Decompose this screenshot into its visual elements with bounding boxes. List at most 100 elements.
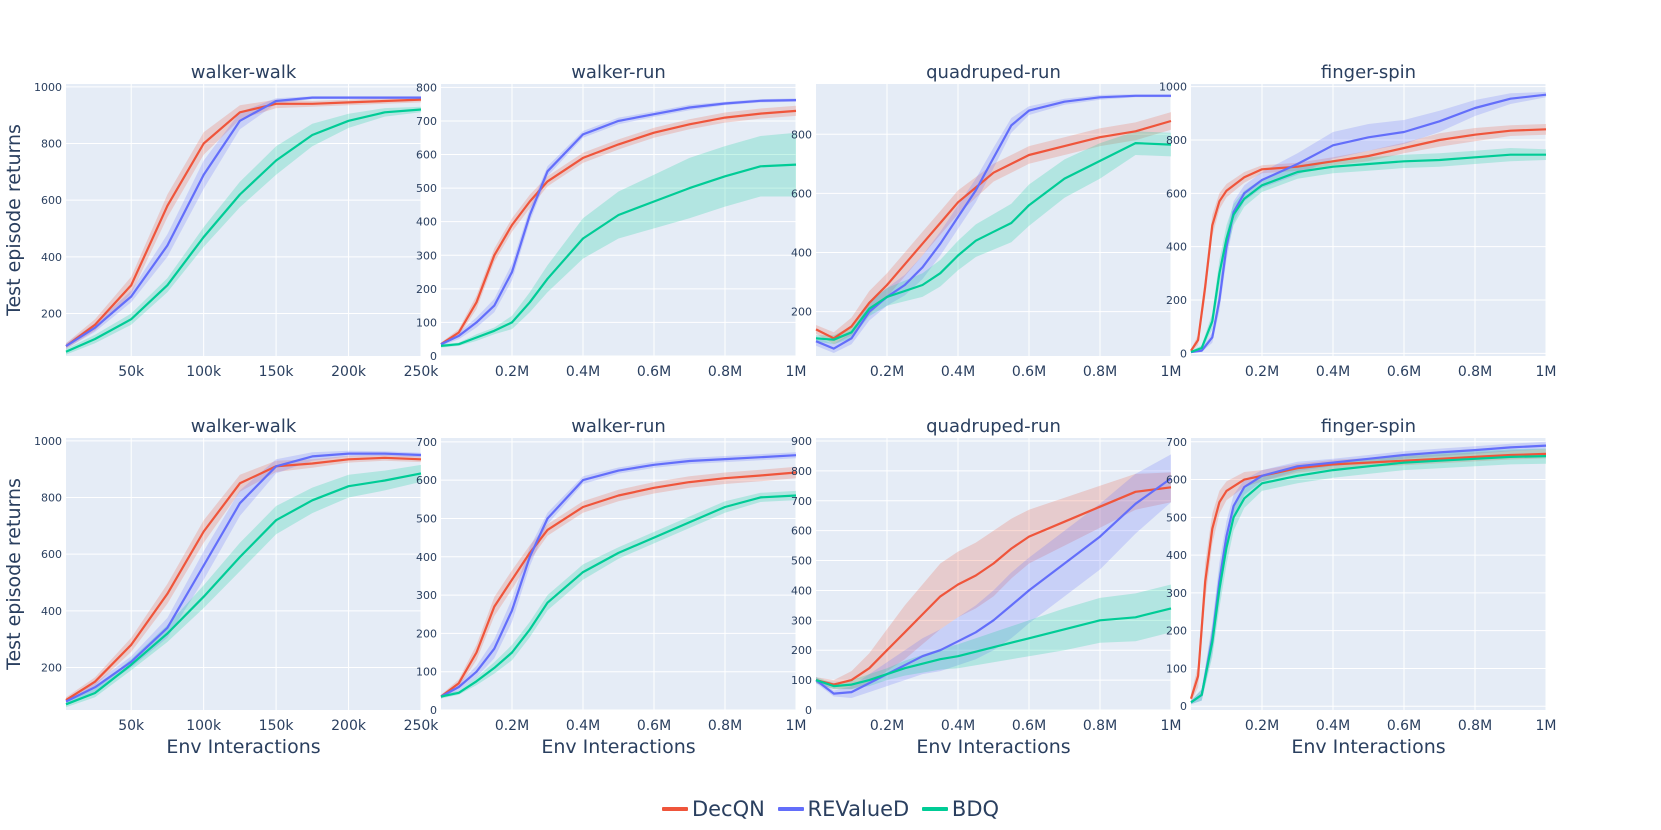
legend-item-decqn[interactable]: DecQN	[661, 797, 765, 821]
band-bdq	[66, 106, 421, 355]
y-tick-label: 800	[416, 81, 437, 94]
series-line-bdq	[440, 163, 797, 347]
x-tick-label: 200k	[331, 364, 367, 380]
x-tick-label: 0.6M	[637, 718, 671, 734]
y-tick-label: 200	[791, 306, 812, 319]
series-line-decqn	[815, 486, 1172, 686]
band-decqn	[816, 472, 1171, 690]
legend-label-bdq: BDQ	[951, 797, 1000, 821]
x-tick-label: 50k	[118, 364, 145, 380]
y-tick-label: 300	[1166, 587, 1187, 600]
y-tick-label: 200	[1166, 294, 1187, 307]
y-axis-title: Test episode returns	[3, 478, 25, 671]
x-axis-title: Env Interactions	[916, 736, 1070, 758]
y-tick-label: 300	[416, 249, 437, 262]
chart-panel-7: 0.2M 0.4M 0.6M 0.8M 1M 0 100 200 300 400 500 600 700…	[791, 416, 1182, 758]
x-tick-label: 1M	[786, 364, 807, 380]
series-line-decqn	[65, 456, 422, 702]
y-tick-label: 300	[416, 589, 437, 602]
y-tick-label: 700	[416, 115, 437, 128]
x-tick-label: 1M	[786, 718, 807, 734]
plot-area	[1191, 84, 1546, 356]
x-tick-label: 100k	[186, 718, 222, 734]
y-tick-label: 600	[791, 187, 812, 200]
chart-panel-6: 0.2M 0.4M 0.6M 0.8M 1M 0 100 200 300 400 500 600 700…	[416, 416, 807, 758]
series-line-revalued	[440, 454, 797, 698]
series-line-decqn	[1190, 128, 1547, 352]
y-tick-label: 100	[416, 666, 437, 679]
x-tick-label: 50k	[118, 718, 145, 734]
y-tick-label: 100	[1166, 662, 1187, 675]
x-tick-label: 150k	[259, 364, 295, 380]
legend-item-revalued[interactable]: REValueD	[777, 797, 910, 821]
series-line-bdq	[65, 472, 422, 706]
series-line-decqn	[65, 98, 422, 347]
y-tick-label: 600	[1166, 474, 1187, 487]
y-tick-label: 500	[416, 512, 437, 525]
x-tick-label: 1M	[1536, 364, 1557, 380]
y-tick-label: 700	[791, 495, 812, 508]
x-tick-label: 0.2M	[870, 718, 904, 734]
series-line-revalued	[1190, 93, 1547, 354]
y-tick-label: 600	[791, 525, 812, 538]
x-tick-label: 0.2M	[1245, 364, 1279, 380]
band-revalued	[66, 96, 421, 349]
x-tick-label: 0.2M	[495, 364, 529, 380]
series-line-bdq	[65, 108, 422, 353]
band-revalued	[816, 94, 1171, 354]
series-line-decqn	[440, 109, 797, 346]
chart-title: quadruped-run	[926, 416, 1061, 437]
x-tick-label: 1M	[1536, 718, 1557, 734]
series-line-bdq	[1190, 153, 1546, 354]
x-tick-label: 0.8M	[708, 364, 742, 380]
y-tick-label: 0	[1180, 347, 1187, 360]
x-tick-label: 0.2M	[870, 364, 904, 380]
y-tick-label: 0	[805, 704, 812, 717]
x-axis-title: Env Interactions	[1291, 736, 1445, 758]
y-tick-label: 200	[1166, 625, 1187, 638]
chart-panel-8: 0.2M 0.4M 0.6M 0.8M 1M 0 100 200 300 400 500 600 700…	[1166, 416, 1557, 758]
series-line-revalued	[440, 99, 797, 346]
x-tick-label: 250k	[404, 364, 440, 380]
series-line-revalued	[65, 96, 421, 348]
x-tick-label: 0.4M	[1316, 718, 1350, 734]
x-axis-title: Env Interactions	[166, 736, 320, 758]
plot-area	[816, 438, 1171, 710]
x-tick-label: 1M	[1161, 718, 1182, 734]
chart-panel-1: 50k 100k 150k 200k 250k2004006008001000walke…	[3, 62, 439, 380]
band-bdq	[441, 132, 796, 348]
y-tick-label: 400	[1166, 241, 1187, 254]
y-tick-label: 400	[41, 251, 62, 264]
x-axis-title: Env Interactions	[541, 736, 695, 758]
series-line-revalued	[815, 94, 1171, 350]
y-tick-label: 800	[41, 492, 62, 505]
y-tick-label: 600	[416, 474, 437, 487]
plot-area	[441, 84, 796, 356]
x-tick-label: 1M	[1161, 364, 1182, 380]
series-line-bdq	[815, 607, 1172, 688]
y-tick-label: 200	[41, 662, 62, 675]
x-tick-label: 0.8M	[1458, 364, 1492, 380]
y-tick-label: 0	[430, 704, 437, 717]
y-tick-label: 1000	[34, 435, 62, 448]
y-tick-label: 200	[791, 644, 812, 657]
chart-panel-2: 0.2M 0.4M 0.6M 0.8M 1M 0 100 200 300 400 500 600 700…	[416, 62, 807, 380]
legend-swatch-bdq	[921, 807, 948, 811]
x-tick-label: 0.6M	[1387, 718, 1421, 734]
y-tick-label: 700	[1166, 436, 1187, 449]
y-tick-label: 500	[416, 182, 437, 195]
band-decqn	[66, 96, 421, 349]
band-bdq	[816, 584, 1171, 690]
y-tick-label: 200	[416, 627, 437, 640]
legend-label-revalued: REValueD	[807, 797, 910, 821]
chart-title: walker-walk	[191, 416, 297, 437]
chart-panel-3: 0.2M 0.4M 0.6M 0.8M 1M 200 400 600 800 quadruped-…	[791, 62, 1182, 380]
x-tick-label: 0.4M	[941, 718, 975, 734]
series-line-bdq	[440, 494, 797, 698]
band-revalued	[1191, 92, 1546, 354]
y-tick-label: 700	[416, 436, 437, 449]
y-tick-label: 800	[1166, 134, 1187, 147]
legend-item-bdq[interactable]: BDQ	[921, 797, 1000, 821]
plot-area	[66, 84, 421, 356]
